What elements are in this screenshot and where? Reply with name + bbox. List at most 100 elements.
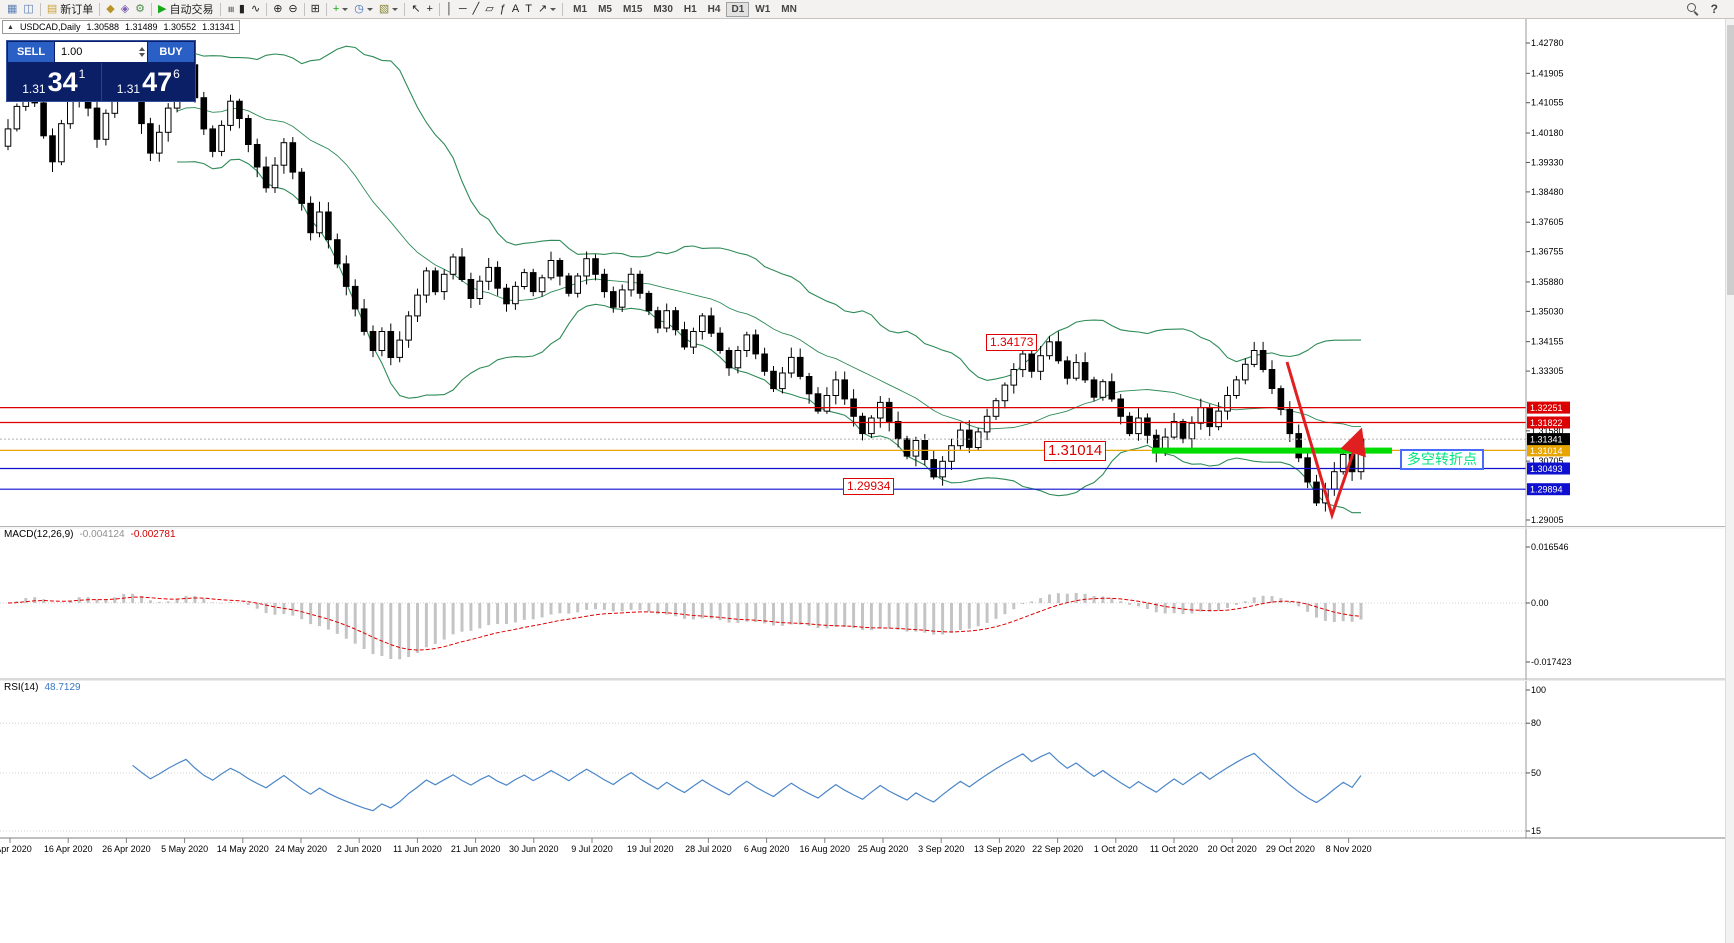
buy-price-display[interactable]: 1.31 47 6 (102, 63, 196, 101)
time-axis-label: 3 Sep 2020 (918, 844, 964, 854)
timeframe-m30-button[interactable]: M30 (653, 3, 673, 15)
tile-windows-button[interactable]: ⊞ (308, 1, 323, 18)
collapse-icon[interactable]: ▲ (7, 23, 14, 31)
price-level-chip: 1.32251 (1530, 403, 1563, 413)
candlestick (601, 273, 608, 293)
trendline-tool-button[interactable]: ╱ (470, 1, 483, 18)
candlestick (770, 370, 777, 390)
timeframe-m5-button[interactable]: M5 (598, 3, 612, 15)
vertical-scrollbar[interactable] (1725, 19, 1734, 943)
candlestick-mode-button[interactable]: ▮ (236, 1, 248, 18)
one-click-trade-panel: SELL 1.00 BUY 1.31 34 1 1.31 47 6 (6, 40, 196, 102)
fibonacci-tool-button[interactable]: ƒ (497, 1, 509, 18)
macd-axis-label: 0.00 (1531, 598, 1549, 608)
time-axis-label: 28 Jul 2020 (685, 844, 732, 854)
volume-down-icon[interactable] (139, 53, 145, 57)
candlestick (342, 263, 350, 287)
candlestick (1046, 341, 1053, 357)
autotrading-button[interactable]: ▶ 自动交易 (155, 1, 216, 18)
candlestick (1126, 415, 1133, 435)
rsi-axis-label: 100 (1531, 685, 1546, 695)
templates-button[interactable]: ▧ (376, 1, 401, 18)
time-axis-label: 14 May 2020 (217, 844, 269, 854)
indicators-caret-icon[interactable] (342, 7, 349, 11)
candlestick (1233, 379, 1240, 396)
chart-symbol-label: USDCAD,Daily (19, 22, 81, 32)
macd-title: MACD(12,26,9) (4, 529, 74, 540)
candlestick (788, 356, 795, 374)
candlestick (761, 353, 768, 372)
timeframe-h4-button[interactable]: H4 (707, 3, 721, 15)
time-axis-label: 24 May 2020 (275, 844, 327, 854)
label-tool-button[interactable]: T (522, 1, 535, 18)
profiles-button[interactable]: ◫ (20, 1, 36, 18)
trend-arrow[interactable] (1285, 361, 1366, 520)
metaeditor-icon: ⚙ (135, 2, 146, 15)
candlestick (1064, 360, 1071, 379)
metaeditor-button[interactable]: ⚙ (132, 1, 148, 18)
ohlc-close: 1.31341 (202, 22, 235, 32)
vertical-line-tool-button[interactable]: │ (443, 1, 456, 18)
templates-icon: ▧ (378, 2, 390, 15)
timeframe-mn-button[interactable]: MN (781, 3, 797, 15)
candlestick (743, 334, 751, 351)
crosshair-button[interactable]: + (424, 1, 436, 18)
volume-spinner (139, 47, 145, 57)
candlestick (1144, 417, 1151, 436)
candlestick (1001, 384, 1009, 402)
candlestick (1179, 421, 1187, 440)
periods-button[interactable]: ◷ (351, 1, 376, 18)
indicators-button[interactable]: + (330, 1, 351, 18)
candlestick (894, 421, 902, 440)
periods-caret-icon[interactable] (366, 7, 373, 11)
line-chart-mode-button[interactable]: ∿ (248, 1, 263, 18)
price-tick-label: 1.42780 (1531, 38, 1564, 48)
scrollbar-thumb[interactable] (1727, 25, 1734, 295)
volume-up-icon[interactable] (139, 47, 145, 51)
help-icon[interactable]: ? (1710, 2, 1718, 16)
timeframe-d1-button[interactable]: D1 (726, 1, 750, 17)
candlestick (627, 273, 635, 291)
rsi-axis-label: 50 (1531, 768, 1541, 778)
market-watch-button[interactable]: ◆ (103, 1, 117, 18)
zoom-out-button[interactable]: ⊖ (285, 1, 300, 18)
price-label-high[interactable]: 1.34173 (986, 334, 1038, 351)
sell-price-display[interactable]: 1.31 34 1 (7, 63, 102, 101)
sell-button[interactable]: SELL (8, 42, 54, 62)
search-icon[interactable] (1686, 3, 1699, 15)
buy-button[interactable]: BUY (148, 42, 194, 62)
rsi-label-row: RSI(14) 48.7129 (4, 682, 81, 693)
cursor-button[interactable]: ↖ (408, 1, 423, 18)
candlestick (1331, 471, 1338, 490)
price-label-low[interactable]: 1.29934 (843, 478, 895, 495)
candlestick (378, 331, 386, 351)
turning-point-text[interactable]: 多空转折点 (1400, 449, 1484, 470)
timeframe-m15-button[interactable]: M15 (622, 3, 643, 15)
timeframe-w1-button[interactable]: W1 (755, 3, 771, 15)
price-label-key-level[interactable]: 1.31014 (1044, 441, 1107, 461)
horizontal-line-tool-button[interactable]: ─ (456, 1, 470, 18)
support-zone-highlight[interactable] (1152, 447, 1392, 454)
candlestick (645, 292, 653, 312)
volume-input[interactable]: 1.00 (55, 42, 147, 62)
new-order-button[interactable]: ▤ 新订单 (44, 1, 96, 18)
price-tick-label: 1.36755 (1531, 247, 1564, 257)
zoom-in-button[interactable]: ⊕ (270, 1, 285, 18)
templates-caret-icon[interactable] (392, 7, 399, 11)
candlestick (1304, 457, 1311, 483)
data-window-button[interactable]: ◈ (118, 1, 132, 18)
price-tick-label: 1.30705 (1531, 456, 1564, 466)
arrows-tool-button[interactable]: ↗ (535, 1, 559, 18)
channel-tool-button[interactable]: ▱ (482, 1, 496, 18)
timeframe-m1-button[interactable]: M1 (573, 3, 588, 15)
crosshair-icon: + (426, 2, 433, 15)
candlestick (369, 331, 377, 351)
candlestick (948, 445, 955, 462)
periods-icon: ◷ (354, 2, 364, 15)
timeframe-h1-button[interactable]: H1 (683, 3, 697, 15)
bar-chart-mode-button[interactable]: ≡ (224, 1, 236, 18)
text-tool-button[interactable]: A (509, 1, 522, 18)
new-chart-button[interactable]: ▦ (4, 1, 20, 18)
arrows-tool-caret-icon[interactable] (550, 7, 557, 11)
